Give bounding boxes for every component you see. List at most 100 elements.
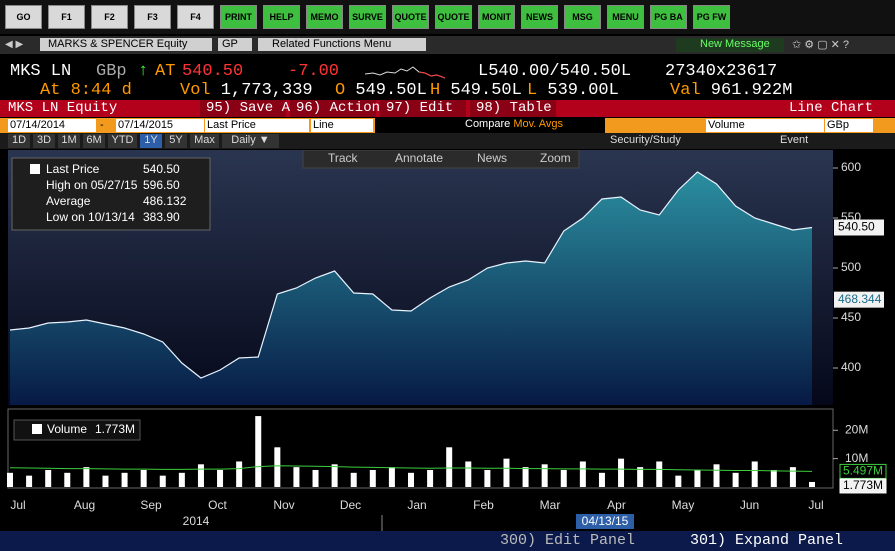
toolbar-button[interactable]: PRINT	[220, 5, 257, 29]
chart-tool[interactable]: Zoom	[540, 151, 571, 165]
volume-bar	[350, 472, 357, 487]
legend-swatch	[32, 424, 42, 434]
stat-value: 549.50L	[355, 81, 427, 100]
y-tick-label: 400	[841, 360, 861, 374]
new-message[interactable]: New Message	[676, 38, 784, 52]
sparkline	[365, 66, 445, 79]
period-button[interactable]: 1D	[8, 134, 30, 148]
menu-item[interactable]: 97) Edit	[380, 100, 466, 117]
toolbar-button[interactable]: MEMO	[306, 5, 343, 29]
size: 27340x23617	[665, 62, 778, 81]
volume-bar	[7, 472, 13, 487]
x-tick-label: Sep	[140, 498, 162, 512]
volume-bar	[465, 461, 472, 487]
toolbar: GO F1 F2 F3 F4 PRINT HELP MEMO SURVE QUOTE QUOTE MO…	[0, 0, 895, 34]
volume-bar	[331, 464, 338, 487]
edit-panel[interactable]: 300) Edit Panel	[500, 532, 636, 549]
toolbar-button[interactable]: PG FW	[693, 5, 730, 29]
nav-arrows[interactable]: ◀ ▶	[5, 39, 24, 50]
volume-bar	[388, 467, 395, 487]
toolbar-button[interactable]: PG BA	[650, 5, 687, 29]
menu-item[interactable]: 98) Table	[470, 100, 556, 117]
toolbar-button[interactable]: MENU	[607, 5, 644, 29]
start-date[interactable]: 07/14/2014	[8, 119, 96, 132]
period-button[interactable]: Daily ▼	[222, 134, 279, 148]
chart-tool[interactable]: Track	[328, 151, 359, 165]
related-menu[interactable]: Related Functions Menu	[258, 38, 426, 51]
toolbar-button[interactable]: SURVE	[349, 5, 386, 29]
event[interactable]: Event	[780, 134, 809, 146]
toolbar-button[interactable]: F4	[177, 5, 214, 29]
toolbar-button[interactable]: MONIT	[478, 5, 515, 29]
volume-bar	[64, 472, 71, 487]
x-tick-label: Apr	[607, 498, 626, 512]
chart-toolbar	[302, 150, 580, 169]
legend-box	[11, 157, 211, 231]
volume-bar	[255, 416, 262, 487]
toolbar-button[interactable]: F3	[134, 5, 171, 29]
style[interactable]: Line	[311, 119, 373, 132]
volume-bar	[427, 469, 434, 487]
volume-bar	[45, 469, 52, 487]
toolbar-button[interactable]: F2	[91, 5, 128, 29]
toolbar-button[interactable]: HELP	[263, 5, 300, 29]
toolbar-button[interactable]: QUOTE	[435, 5, 472, 29]
volume-bar	[274, 447, 281, 487]
toolbar-button[interactable]: GO	[5, 5, 42, 29]
price-area	[10, 172, 812, 405]
volume-legend	[13, 419, 141, 441]
price: 540.50	[182, 62, 244, 81]
volume-subtitle: 1.773M	[95, 422, 135, 436]
expand-panel[interactable]: 301) Expand Panel	[690, 532, 844, 549]
volume-label-box	[839, 478, 887, 494]
toolbar-button[interactable]: QUOTE	[392, 5, 429, 29]
chart-currency[interactable]: GBp	[825, 119, 873, 132]
menu-item[interactable]: 95) Save As...	[200, 100, 324, 117]
volume-bar	[751, 461, 758, 487]
volume-bar	[312, 469, 319, 487]
x-tick-label: Aug	[74, 498, 95, 512]
security-field[interactable]: MARKS & SPENCER Equity	[40, 38, 212, 51]
currency-field[interactable]: GP	[218, 38, 252, 51]
period-button[interactable]: 1Y	[140, 134, 162, 148]
period-button[interactable]: 1M	[58, 134, 80, 148]
arrow: ↑	[138, 62, 149, 81]
toolbar-button[interactable]: MSG	[564, 5, 601, 29]
chart-tool[interactable]: Annotate	[395, 151, 443, 165]
lower-panel[interactable]: Volume	[706, 119, 824, 132]
volume-bar	[789, 467, 796, 487]
volume-bar	[197, 464, 204, 487]
settings-bar: 07/14/2014 - 07/14/2015 Last Price Line …	[0, 118, 895, 133]
x-tick-label: Oct	[208, 498, 227, 512]
price-label: 468.344	[838, 292, 882, 306]
time: At 8:44 d	[40, 81, 132, 100]
field[interactable]: Last Price	[205, 119, 309, 132]
toolbar-button[interactable]: NEWS	[521, 5, 558, 29]
compare[interactable]: Compare Mov. Avgs	[375, 118, 605, 133]
end-date[interactable]: 07/14/2015	[116, 119, 204, 132]
volume-bar	[770, 469, 777, 487]
toolbar-button[interactable]: F1	[48, 5, 85, 29]
dash: -	[100, 119, 104, 131]
period-button[interactable]: 6M	[83, 134, 105, 148]
y-tick-label: 10M	[845, 451, 868, 465]
cursor-date: 04/13/15	[582, 514, 629, 528]
stat-value: 1,773,339	[220, 81, 313, 100]
period-button[interactable]: 3D	[33, 134, 55, 148]
volume-bar	[178, 472, 185, 487]
window-controls[interactable]: ✩ ⚙ ▢ ✕ ?	[792, 39, 850, 51]
chart-tool[interactable]: News	[477, 151, 507, 165]
quote: MKS LN GBp ↑ AT 540.50 -7.00 L540.00/540…	[0, 60, 895, 100]
year-label: 2014	[183, 514, 210, 528]
x-tick-label: May	[672, 498, 695, 512]
menu-item[interactable]: 96) Actions	[290, 100, 388, 117]
study[interactable]: Security/Study	[610, 134, 681, 146]
chart-type[interactable]: Line Chart	[788, 100, 873, 116]
period-button[interactable]: Max	[190, 134, 219, 148]
period-button[interactable]: YTD	[108, 134, 137, 148]
at: AT	[155, 62, 176, 81]
period-button[interactable]: 5Y	[165, 134, 187, 148]
menu-bar: MKS LN Equity Line Chart 95) Save As... 9…	[0, 100, 895, 117]
volume-bar	[656, 461, 663, 487]
